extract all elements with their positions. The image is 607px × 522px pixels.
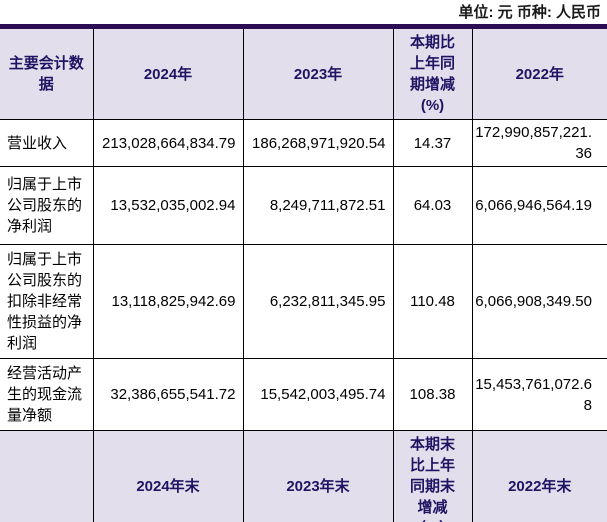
- value-change-pct: 108.38: [392, 358, 473, 431]
- unit-currency-label: 单位: 元 币种: 人民币: [458, 4, 602, 21]
- value-2022: 172,990,857,221.36: [471, 119, 607, 167]
- header-2023: 2023年: [242, 26, 394, 120]
- value-2023: 6,232,811,345.95: [242, 244, 394, 359]
- metric-label: 归属于上市公司股东的扣除非经常性损益的净利润: [0, 244, 94, 359]
- value-change-pct: 110.48: [392, 244, 473, 359]
- metric-label: 经营活动产生的现金流量净额: [0, 358, 94, 431]
- value-2022: 6,066,908,349.50: [471, 244, 607, 359]
- footer-2022-end: 2022年末: [471, 430, 607, 522]
- value-2023: 186,268,971,920.54: [242, 119, 394, 167]
- key-accounting-data-table: 主要会计数据 2024年 2023年 本期比上年同期增减(%) 2022年 营业…: [0, 24, 607, 522]
- value-2023: 15,542,003,495.74: [242, 358, 394, 431]
- header-2022: 2022年: [471, 26, 607, 120]
- value-change-pct: 14.37: [392, 119, 473, 167]
- value-2022: 6,066,946,564.19: [471, 166, 607, 245]
- footer-2024-end: 2024年末: [92, 430, 244, 522]
- value-2022: 15,453,761,072.68: [471, 358, 607, 431]
- value-2023: 8,249,711,872.51: [242, 166, 394, 245]
- header-change-pct: 本期比上年同期增减(%): [392, 26, 473, 120]
- value-change-pct: 64.03: [392, 166, 473, 245]
- table-row-operating-cash-flow: 经营活动产生的现金流量净额 32,386,655,541.72 15,542,0…: [0, 358, 607, 431]
- header-metric: 主要会计数据: [0, 26, 94, 120]
- table-row-net-profit: 归属于上市公司股东的净利润 13,532,035,002.94 8,249,71…: [0, 166, 607, 245]
- table-footer-header-row: 2024年末 2023年末 本期末比上年同期末增减（%） 2022年末: [0, 430, 607, 522]
- metric-label: 营业收入: [0, 119, 94, 167]
- header-2024: 2024年: [92, 26, 244, 120]
- table-header-row: 主要会计数据 2024年 2023年 本期比上年同期增减(%) 2022年: [0, 26, 607, 120]
- footer-2023-end: 2023年末: [242, 430, 394, 522]
- value-2024: 213,028,664,834.79: [92, 119, 244, 167]
- footer-change-pct: 本期末比上年同期末增减（%）: [392, 430, 473, 522]
- table-row-revenue: 营业收入 213,028,664,834.79 186,268,971,920.…: [0, 119, 607, 167]
- table-row-net-profit-excl-nonrecurring: 归属于上市公司股东的扣除非经常性损益的净利润 13,118,825,942.69…: [0, 244, 607, 359]
- metric-label: 归属于上市公司股东的净利润: [0, 166, 94, 245]
- value-2024: 32,386,655,541.72: [92, 358, 244, 431]
- footer-empty-cell: [0, 430, 94, 522]
- value-2024: 13,118,825,942.69: [92, 244, 244, 359]
- value-2024: 13,532,035,002.94: [92, 166, 244, 245]
